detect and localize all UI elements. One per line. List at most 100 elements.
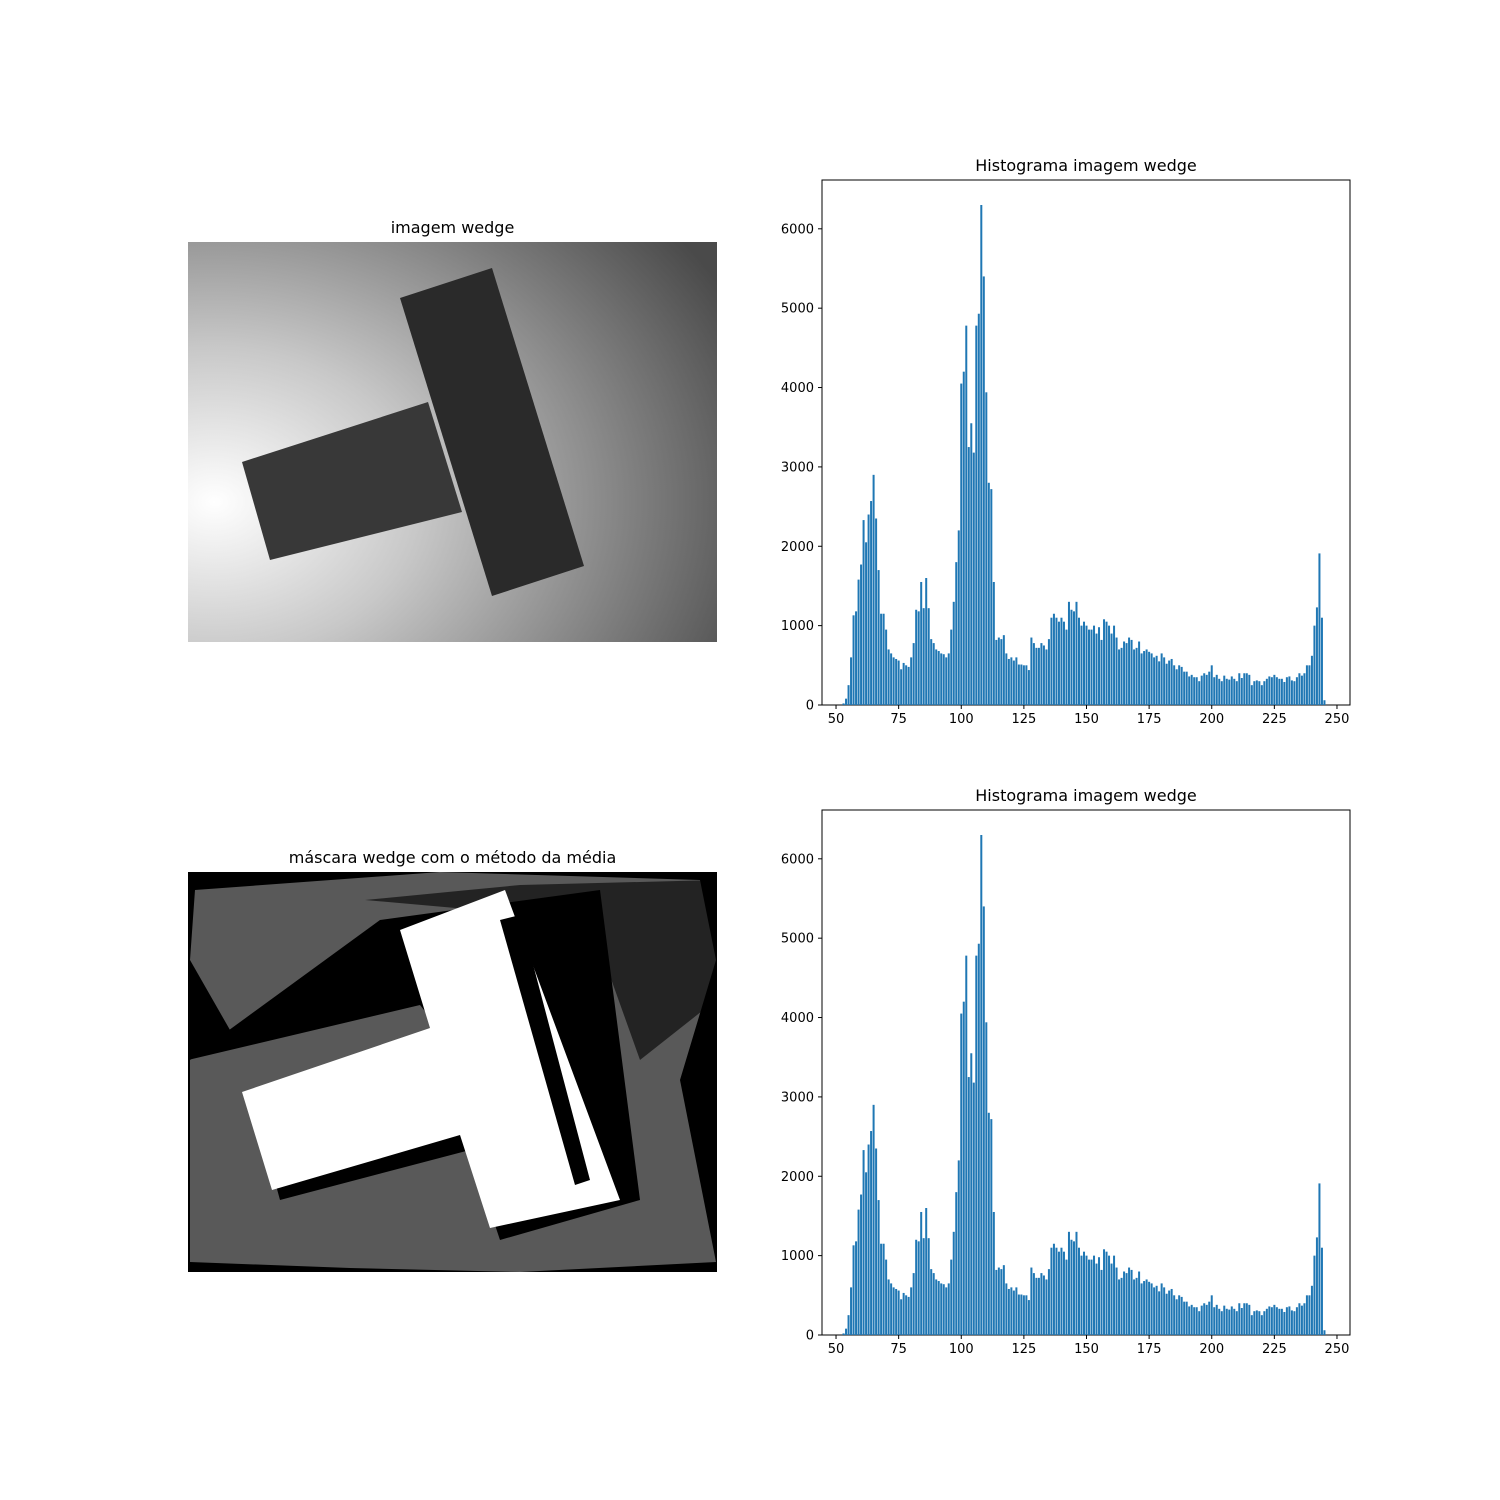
- bar: [877, 570, 880, 705]
- bar: [1293, 681, 1296, 705]
- bar: [865, 1172, 868, 1335]
- bar: [1243, 1303, 1246, 1335]
- bar: [1308, 665, 1311, 705]
- bar: [970, 1053, 973, 1335]
- bar: [937, 651, 940, 705]
- bar: [1105, 1251, 1108, 1335]
- bar: [1055, 1247, 1058, 1335]
- bar: [1290, 680, 1293, 705]
- bar: [1190, 1304, 1193, 1335]
- bar: [1140, 1283, 1143, 1335]
- bar: [842, 1333, 845, 1335]
- x-tick-label: 100: [949, 1342, 974, 1357]
- bar: [1158, 1291, 1161, 1335]
- bar: [1283, 1311, 1286, 1335]
- bar: [1185, 671, 1188, 705]
- bar: [1258, 681, 1261, 705]
- bar: [875, 518, 878, 705]
- bar: [1138, 1271, 1141, 1335]
- bar: [1115, 637, 1118, 705]
- bar: [945, 1287, 948, 1335]
- bar: [1205, 674, 1208, 705]
- bar: [1215, 1304, 1218, 1335]
- bar: [1110, 633, 1113, 705]
- bar: [1067, 601, 1070, 705]
- bar: [1042, 645, 1045, 705]
- bar: [985, 392, 988, 705]
- bar: [980, 205, 983, 705]
- bar: [850, 657, 853, 705]
- bar: [855, 1241, 858, 1335]
- bar: [1077, 617, 1080, 705]
- bar: [1050, 617, 1053, 705]
- bar: [932, 643, 935, 705]
- subplot-title: imagem wedge: [391, 218, 515, 237]
- bar: [917, 611, 920, 705]
- bar: [1055, 617, 1058, 705]
- bar: [867, 514, 870, 705]
- bar: [1173, 665, 1176, 705]
- bar: [1118, 649, 1121, 705]
- y-tick-label: 3000: [781, 460, 814, 475]
- bar: [1263, 681, 1266, 705]
- bar: [950, 629, 953, 705]
- bar: [1128, 1267, 1131, 1335]
- bar: [1148, 651, 1151, 705]
- bar: [975, 955, 978, 1335]
- x-tick-label: 225: [1262, 712, 1287, 727]
- bar: [960, 1013, 963, 1335]
- bar: [1233, 1308, 1236, 1335]
- bar: [915, 1239, 918, 1335]
- bar: [1180, 666, 1183, 705]
- bar: [1270, 677, 1273, 705]
- bar: [1318, 553, 1321, 705]
- x-tick-label: 50: [828, 712, 845, 727]
- bar: [1110, 1263, 1113, 1335]
- bar: [1037, 647, 1040, 705]
- bar: [1045, 1279, 1048, 1335]
- bar: [907, 1296, 910, 1335]
- bar: [990, 1119, 993, 1335]
- bar: [1173, 1295, 1176, 1335]
- bar: [1230, 1306, 1233, 1335]
- bar: [1120, 647, 1123, 705]
- bar: [920, 1211, 923, 1335]
- bar: [932, 1273, 935, 1335]
- bar: [1170, 658, 1173, 705]
- bar: [1093, 625, 1096, 705]
- x-tick-label: 250: [1325, 712, 1350, 727]
- bar: [1210, 665, 1213, 705]
- bar: [1070, 1239, 1073, 1335]
- bar: [1163, 1287, 1166, 1335]
- bar: [1015, 1287, 1018, 1335]
- bar: [1075, 601, 1078, 705]
- bar: [1007, 658, 1010, 705]
- bar: [987, 1112, 990, 1335]
- bar: [847, 685, 850, 705]
- bar: [935, 649, 938, 705]
- bar: [917, 1241, 920, 1335]
- bar: [942, 1284, 945, 1335]
- y-tick-label: 2000: [781, 540, 814, 555]
- bar: [982, 906, 985, 1335]
- bar: [1183, 671, 1186, 705]
- bar: [845, 698, 848, 705]
- bar: [895, 1288, 898, 1335]
- bar: [1065, 1259, 1068, 1335]
- bar: [1220, 681, 1223, 705]
- bar: [960, 383, 963, 705]
- bar: [1203, 673, 1206, 705]
- bar: [1057, 1251, 1060, 1335]
- bar: [1155, 655, 1158, 705]
- bar: [1310, 1285, 1313, 1335]
- bar: [890, 653, 893, 705]
- bar: [1103, 1249, 1106, 1335]
- bar: [1220, 1311, 1223, 1335]
- bar: [925, 1208, 928, 1335]
- bar: [1140, 653, 1143, 705]
- bar: [1145, 1279, 1148, 1335]
- bar: [1095, 633, 1098, 705]
- bar: [980, 835, 983, 1335]
- bar: [1037, 1277, 1040, 1335]
- bar: [1017, 1294, 1020, 1335]
